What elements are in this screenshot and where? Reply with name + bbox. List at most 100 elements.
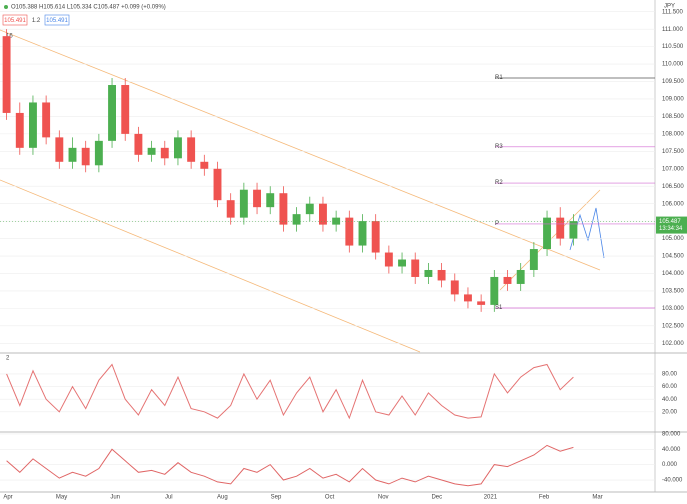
candle-body (371, 221, 380, 253)
y-tick-label: 20.00 (662, 409, 678, 415)
sell-price: 105.491 (4, 18, 26, 24)
y-tick-label: 108.000 (662, 131, 684, 137)
x-tick-label: Dec (431, 495, 442, 501)
x-tick-label: May (56, 495, 67, 501)
candle-body (292, 214, 301, 225)
x-tick-label: Sep (271, 495, 282, 501)
candle-body (239, 189, 248, 218)
y-tick-label: 103.000 (662, 306, 684, 312)
pivot-label: R1 (495, 75, 503, 81)
y-tick-label: 0.000 (662, 462, 678, 468)
y-tick-label: 107.000 (662, 166, 684, 172)
countdown: 13:34:34 (659, 226, 683, 232)
candle-body (68, 147, 77, 162)
candle-body (108, 85, 116, 141)
y-tick-label: 105.000 (662, 236, 684, 242)
y-tick-label: 111.000 (662, 27, 683, 33)
y-tick-label: 40.000 (662, 447, 681, 453)
panel-label: 2 (6, 356, 10, 362)
candle-body (226, 200, 235, 218)
candle-body (569, 221, 578, 239)
candle-body (490, 276, 499, 305)
sell-box[interactable] (2, 14, 28, 26)
y-tick-label: 103.500 (662, 289, 684, 295)
candle-body (42, 102, 51, 138)
channel-line (0, 179, 421, 353)
y-tick-label: 104.000 (662, 271, 684, 277)
candle-body (305, 203, 314, 215)
candle-body (450, 280, 459, 295)
spread: 1.2 (32, 18, 41, 24)
candle-body (266, 193, 275, 208)
candle-body (160, 147, 169, 159)
y-tick-label: 106.000 (662, 201, 684, 207)
y-tick-label: 111.500 (662, 9, 683, 15)
y-tick-label: 110.500 (662, 44, 684, 50)
pivot-label: R2 (495, 180, 503, 186)
y-tick-label: 104.500 (662, 254, 684, 260)
last-price-tag (656, 216, 687, 234)
y-tick-label: 106.500 (662, 184, 684, 190)
x-tick-label: Aug (217, 495, 228, 501)
y-tick-label: 102.000 (662, 341, 684, 347)
buy-price: 105.491 (46, 18, 68, 24)
candle-body (464, 294, 472, 302)
candle-body (437, 269, 446, 281)
candle-body (15, 112, 24, 148)
x-tick-label: Jun (110, 495, 120, 501)
candle-body (503, 276, 512, 284)
candle-body (279, 193, 288, 225)
candle-body (477, 301, 486, 305)
y-tick-label: 110.000 (662, 62, 684, 68)
candle-body (424, 269, 433, 277)
candle-body (332, 217, 341, 225)
candle-body (121, 85, 130, 134)
candle-body (29, 102, 37, 148)
currency-label: JPY (664, 4, 675, 10)
y-tick-label: 80.000 (662, 431, 681, 437)
candle-body (556, 217, 565, 239)
candle-body (187, 137, 196, 162)
y-tick-label: 80.00 (662, 372, 678, 378)
candle-body (134, 133, 143, 155)
candle-body (384, 252, 393, 267)
last-price-label: 105.487 (659, 219, 681, 225)
candle-body (2, 36, 11, 113)
ohlc-readout: O105.388 H105.614 L105.334 C105.487 +0.0… (11, 5, 166, 11)
candle-body (253, 189, 261, 208)
y-tick-label: 109.500 (662, 79, 684, 85)
pivot-label: S1 (495, 305, 503, 311)
x-tick-label: Oct (325, 495, 335, 501)
y-tick-label: 107.500 (662, 149, 684, 155)
candle-body (200, 161, 209, 169)
candle-body (147, 147, 156, 155)
buy-box[interactable] (44, 14, 70, 26)
y-tick-label: -40.000 (662, 478, 683, 484)
candle-body (213, 168, 222, 201)
indicator-line (6, 363, 574, 420)
x-tick-label: Mar (592, 495, 602, 501)
candle-body (319, 203, 327, 225)
candle-body (81, 147, 90, 166)
channel-line (0, 29, 601, 271)
x-tick-label: Apr (3, 495, 12, 501)
status-dot (4, 5, 8, 9)
candle-body (174, 137, 182, 159)
x-tick-label: Feb (539, 495, 550, 501)
x-tick-label: Nov (378, 495, 389, 501)
y-tick-label: 109.000 (662, 97, 684, 103)
pivot-label: R3 (495, 144, 503, 150)
pivot-label: P (495, 221, 499, 227)
candle-body (55, 137, 64, 162)
candle-body (543, 217, 551, 250)
x-tick-label: 2021 (484, 495, 498, 501)
candle-body (345, 217, 354, 246)
candle-body (516, 269, 525, 284)
candle-body (529, 249, 538, 270)
y-tick-label: 40.00 (662, 397, 678, 403)
y-tick-label: 108.500 (662, 114, 684, 120)
candle-body (411, 259, 420, 277)
y-tick-label: 60.00 (662, 384, 678, 390)
